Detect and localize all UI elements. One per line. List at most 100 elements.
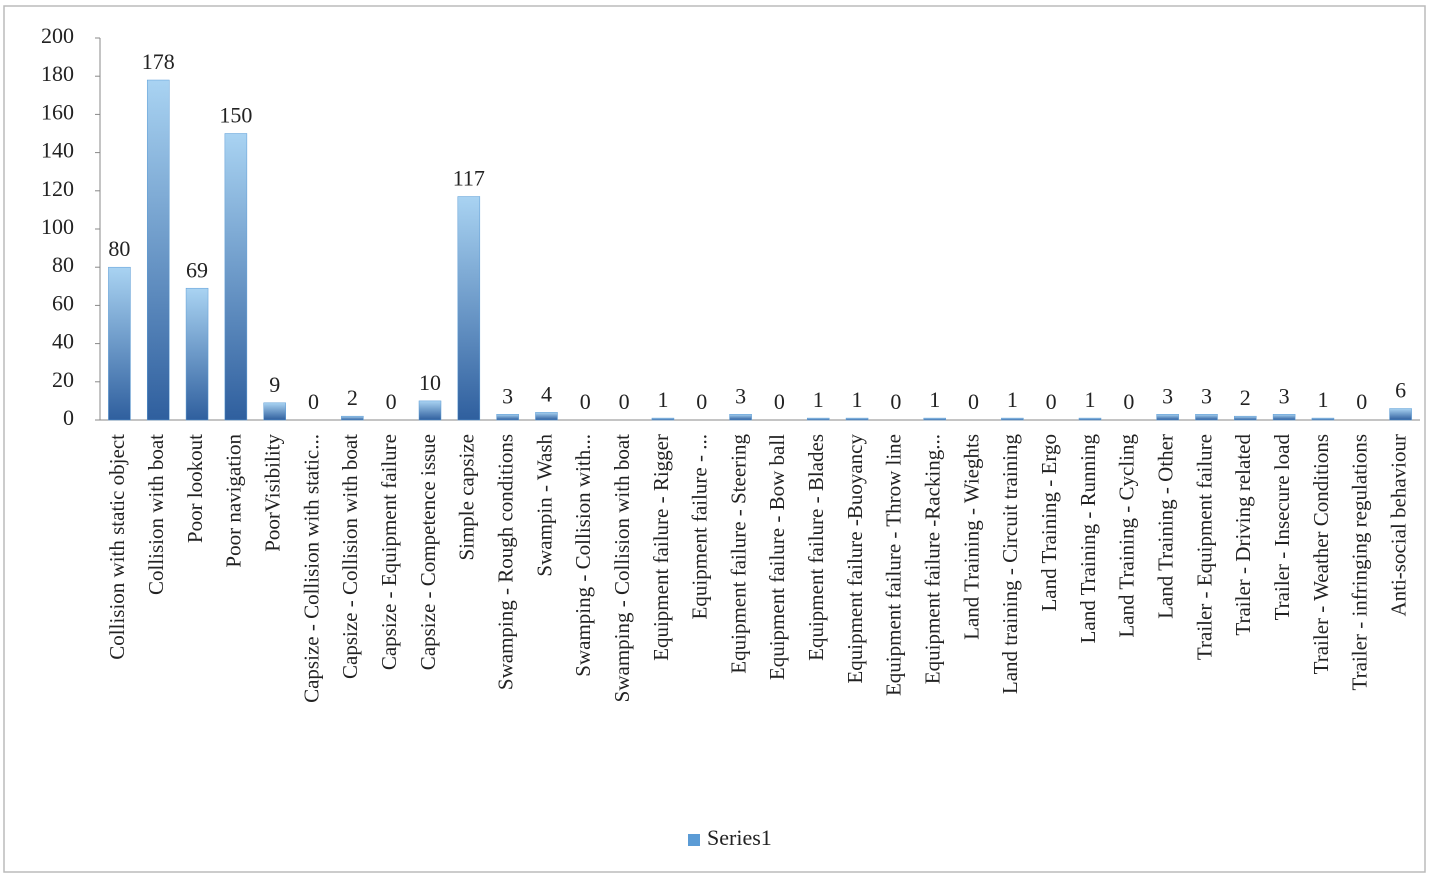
bar — [1272, 414, 1296, 421]
x-tick-label: Swampin - Wash — [532, 434, 556, 577]
value-label: 0 — [774, 389, 785, 414]
x-tick-label: Land Training - Cycling — [1115, 434, 1139, 638]
x-tick-label: Collision with boat — [144, 434, 168, 595]
y-tick-label: 40 — [52, 329, 74, 354]
y-tick-label: 200 — [41, 23, 74, 48]
bar — [1078, 417, 1102, 421]
value-label: 1 — [852, 387, 863, 412]
x-tick-label: Equipment failure -Buoyancy — [843, 434, 867, 684]
value-label: 3 — [1201, 383, 1212, 408]
value-label: 0 — [968, 389, 979, 414]
value-label: 0 — [580, 389, 591, 414]
legend-label: Series1 — [707, 825, 772, 850]
y-tick-label: 80 — [52, 252, 74, 277]
x-tick-label: Poor lookout — [183, 434, 207, 543]
legend-swatch — [688, 834, 700, 846]
value-label: 2 — [347, 385, 358, 410]
x-tick-label: Swamping - Collision with... — [571, 434, 595, 677]
value-label: 69 — [186, 257, 208, 282]
x-tick-label: Land training - Circuit training — [998, 434, 1022, 695]
x-tick-label: Trailer - infringing regulations — [1348, 434, 1372, 690]
x-tick-label: Trailer - Equipment failure — [1192, 434, 1216, 660]
x-tick-label: Equipment failure - Bow ball — [765, 434, 789, 680]
x-tick-label: Trailer - Driving related — [1231, 434, 1255, 636]
value-label: 1 — [813, 387, 824, 412]
bar — [729, 414, 752, 421]
x-tick-label: Capsize - Collision with static... — [299, 434, 323, 703]
x-tick-label: Capsize - Collision with boat — [338, 434, 362, 679]
x-tick-label: Trailer - Weather Conditions — [1309, 434, 1333, 674]
y-tick-label: 60 — [52, 290, 74, 315]
value-label: 0 — [308, 389, 319, 414]
bar — [418, 400, 442, 421]
value-label: 0 — [1046, 389, 1057, 414]
bar — [341, 415, 364, 421]
x-tick-label: Equipment failure - Throw line — [882, 434, 906, 696]
value-label: 0 — [1123, 389, 1134, 414]
value-label: 4 — [541, 381, 552, 406]
bar — [496, 414, 519, 421]
bar — [845, 417, 869, 421]
value-label: 0 — [890, 389, 901, 414]
bar — [806, 417, 830, 421]
value-label: 0 — [386, 389, 397, 414]
bar — [1311, 417, 1335, 421]
bar — [1001, 417, 1024, 421]
x-tick-label: PoorVisibility — [261, 434, 285, 552]
bar — [224, 133, 248, 421]
value-label: 3 — [502, 383, 513, 408]
bar — [1389, 408, 1412, 421]
value-label: 1 — [929, 387, 940, 412]
y-tick-label: 120 — [41, 176, 74, 201]
x-tick-label: Equipment failure - Rigger — [649, 434, 673, 661]
value-label: 117 — [453, 166, 485, 191]
x-tick-label: Equipment failure -Racking... — [921, 434, 945, 684]
value-label: 0 — [619, 389, 630, 414]
bar — [923, 417, 946, 421]
bar — [1195, 414, 1218, 421]
x-tick-label: Land Training - Ergo — [1037, 434, 1061, 612]
x-tick-label: Anti-social behaviour — [1386, 434, 1410, 617]
value-label: 3 — [1279, 383, 1290, 408]
x-tick-label: Land Training - Wieghts — [959, 434, 983, 640]
y-tick-label: 0 — [63, 405, 74, 430]
value-label: 3 — [735, 383, 746, 408]
x-tick-label: Equipment failure - Blades — [804, 434, 828, 661]
bar — [457, 196, 481, 421]
bar — [108, 266, 131, 421]
bar — [263, 402, 286, 421]
value-label: 0 — [696, 389, 707, 414]
value-label: 3 — [1162, 383, 1173, 408]
x-tick-label: Land Training - Other — [1153, 434, 1177, 619]
x-tick-label: Poor navigation — [222, 434, 246, 568]
bar — [1234, 415, 1257, 421]
value-label: 6 — [1395, 378, 1406, 403]
x-tick-label: Swamping - Collision with boat — [610, 434, 634, 703]
bar — [185, 287, 209, 421]
x-tick-label: Land Training - Running — [1076, 434, 1100, 644]
value-label: 9 — [269, 372, 280, 397]
y-tick-label: 180 — [41, 61, 74, 86]
value-label: 10 — [419, 370, 441, 395]
value-label: 178 — [142, 49, 175, 74]
y-tick-label: 160 — [41, 99, 74, 124]
x-tick-label: Swamping - Rough conditions — [493, 434, 517, 690]
x-tick-label: Equipment failure - ... — [688, 434, 712, 619]
value-label: 2 — [1240, 385, 1251, 410]
chart-frame — [3, 5, 1426, 873]
x-tick-label: Simple capsize — [455, 434, 479, 561]
x-tick-label: Capsize - Equipment failure — [377, 434, 401, 670]
value-label: 1 — [657, 387, 668, 412]
x-tick-label: Collision with static object — [105, 434, 129, 660]
bar — [1156, 414, 1179, 421]
y-tick-label: 100 — [41, 214, 74, 239]
x-tick-label: Capsize - Competence issue — [416, 434, 440, 670]
value-label: 80 — [108, 236, 130, 261]
value-label: 150 — [219, 103, 252, 128]
value-label: 0 — [1356, 389, 1367, 414]
bar — [535, 412, 558, 421]
bar — [651, 417, 675, 421]
x-tick-label: Trailer - Insecure load — [1270, 434, 1294, 621]
value-label: 1 — [1317, 387, 1328, 412]
